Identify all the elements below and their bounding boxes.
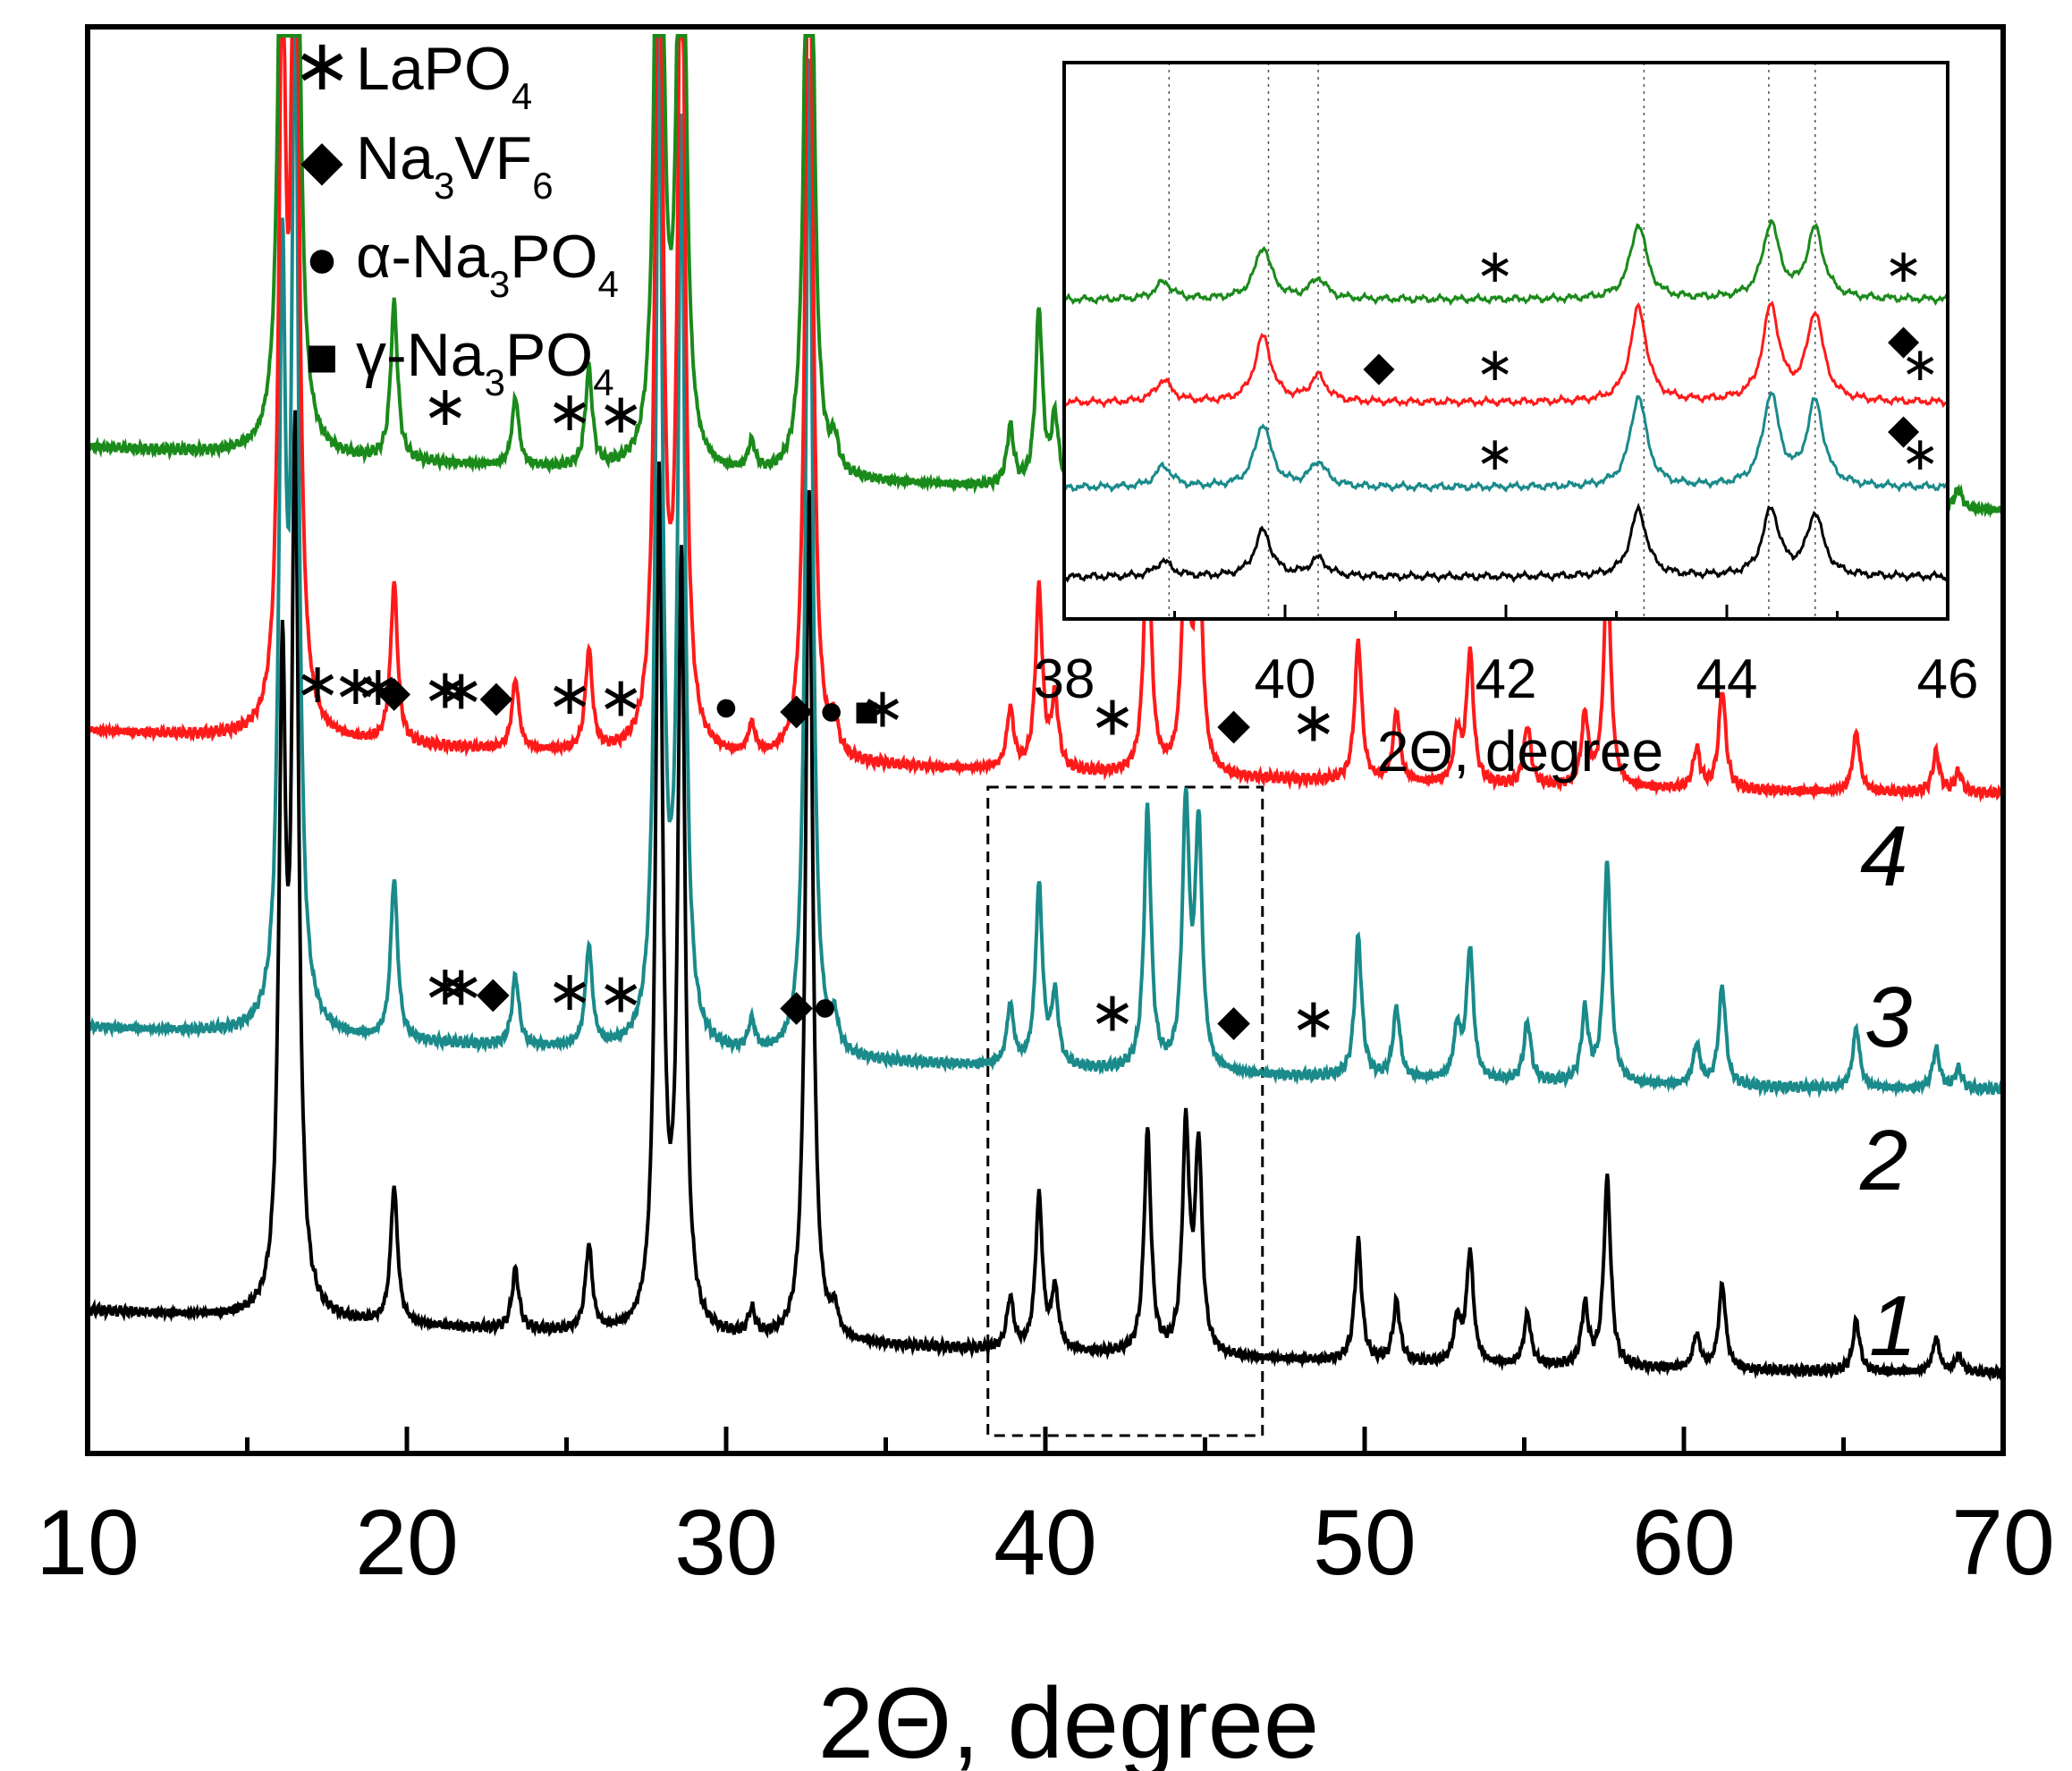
inset-series-4-line bbox=[1062, 218, 1949, 307]
marker-square-17: ■ bbox=[854, 689, 880, 736]
x-tick-label-70: 70 bbox=[1951, 1491, 2055, 1595]
inset-x-axis-title: 2Θ, degree bbox=[1377, 719, 1663, 784]
marker-diamond-27: ◆ bbox=[780, 982, 813, 1030]
x-tick-label-50: 50 bbox=[1313, 1491, 1417, 1595]
marker-circle-14: ● bbox=[714, 682, 740, 730]
legend-item-asterisk: ∗ LaPO4 bbox=[292, 25, 532, 117]
x-tick-label-40: 40 bbox=[994, 1491, 1097, 1595]
marker-asterisk-22: ∗ bbox=[422, 955, 469, 1017]
legend-symbol-circle: ● bbox=[305, 228, 338, 290]
inset-series-2-line bbox=[1063, 390, 1949, 493]
marker-asterisk-9: ∗ bbox=[422, 659, 469, 721]
inset-x-tick-label-44: 44 bbox=[1696, 648, 1758, 710]
series-1-line bbox=[86, 410, 2005, 1382]
inset-marker-diamond-7: ◆ bbox=[1888, 405, 1920, 452]
marker-asterisk-5: ∗ bbox=[294, 653, 341, 715]
legend-symbol-asterisk: ∗ bbox=[292, 25, 351, 105]
legend-label-diamond: Na3VF6 bbox=[356, 124, 554, 207]
inset-series-1-line bbox=[1063, 503, 1949, 584]
inset-marker-asterisk-8: ∗ bbox=[1900, 428, 1940, 480]
marker-asterisk-19: ∗ bbox=[1089, 685, 1136, 747]
inset-series-3-line bbox=[1062, 301, 1949, 409]
legend-symbol-square: ■ bbox=[305, 326, 338, 388]
legend-item-circle: ● α-Na3PO4 bbox=[305, 223, 619, 305]
inset-marker-diamond-4: ◆ bbox=[1888, 316, 1920, 362]
marker-asterisk-25: ∗ bbox=[546, 961, 593, 1022]
marker-asterisk-18: ∗ bbox=[859, 677, 906, 739]
legend: ∗ LaPO4◆ Na3VF6● α-Na3PO4■ γ-Na3PO4 bbox=[292, 25, 618, 403]
x-tick-label-10: 10 bbox=[36, 1491, 140, 1595]
curve-labels: 1 2 3 4 bbox=[1859, 809, 1916, 1374]
marker-asterisk-12: ∗ bbox=[546, 665, 593, 726]
inset-x-ticks: 38 40 42 44 46 bbox=[1034, 605, 1979, 710]
inset-plot: ∗ ∗◆ ∗ ◆∗∗ ◆∗ 38 40 42 44 46 2Θ, degree bbox=[1034, 61, 1979, 784]
inset-x-tick-label-46: 46 bbox=[1917, 648, 1979, 710]
curve-label-4: 4 bbox=[1860, 809, 1907, 904]
marker-asterisk-1: ∗ bbox=[546, 381, 593, 443]
marker-diamond-8: ◆ bbox=[377, 668, 410, 716]
selection-box bbox=[986, 785, 1264, 1437]
marker-asterisk-2: ∗ bbox=[597, 384, 644, 445]
marker-asterisk-13: ∗ bbox=[597, 666, 644, 728]
marker-diamond-15: ◆ bbox=[780, 686, 813, 733]
marker-circle-16: ● bbox=[818, 687, 844, 734]
legend-label-asterisk: LaPO4 bbox=[356, 35, 532, 117]
legend-item-diamond: ◆ Na3VF6 bbox=[300, 124, 553, 207]
main-x-ticks: 10 20 30 40 50 60 70 bbox=[36, 1427, 2055, 1595]
legend-item-square: ■ γ-Na3PO4 bbox=[305, 321, 613, 403]
inset-x-tick-label-42: 42 bbox=[1476, 648, 1537, 710]
legend-label-circle: α-Na3PO4 bbox=[356, 223, 619, 305]
series-2-line bbox=[86, 34, 2005, 1099]
marker-diamond-30: ◆ bbox=[1217, 997, 1250, 1045]
curve-label-1: 1 bbox=[1869, 1278, 1916, 1374]
marker-asterisk-10: ∗ bbox=[438, 660, 485, 722]
marker-circle-28: ● bbox=[812, 983, 838, 1030]
series-3-line bbox=[86, 34, 2005, 803]
inset-x-tick-label-38: 38 bbox=[1034, 648, 1095, 710]
inset-curves bbox=[1062, 218, 1949, 584]
marker-asterisk-0: ∗ bbox=[422, 376, 469, 437]
inset-marker-asterisk-0: ∗ bbox=[1476, 241, 1515, 292]
curve-label-2: 2 bbox=[1859, 1113, 1907, 1208]
curve-label-3: 3 bbox=[1865, 970, 1912, 1065]
marker-asterisk-21: ∗ bbox=[1290, 691, 1337, 753]
marker-diamond-24: ◆ bbox=[477, 969, 510, 1016]
marker-asterisk-6: ∗ bbox=[333, 655, 379, 716]
marker-asterisk-31: ∗ bbox=[1290, 988, 1337, 1050]
marker-diamond-11: ◆ bbox=[479, 673, 512, 720]
inset-marker-asterisk-1: ∗ bbox=[1884, 241, 1924, 292]
legend-symbol-diamond: ◆ bbox=[300, 130, 343, 191]
marker-diamond-20: ◆ bbox=[1217, 701, 1250, 749]
inset-x-tick-label-40: 40 bbox=[1255, 648, 1316, 710]
inset-marker-diamond-2: ◆ bbox=[1363, 343, 1395, 389]
marker-asterisk-29: ∗ bbox=[1089, 982, 1136, 1044]
inset-marker-asterisk-6: ∗ bbox=[1476, 428, 1515, 480]
inset-background bbox=[1064, 63, 1948, 619]
marker-asterisk-7: ∗ bbox=[355, 656, 402, 717]
x-axis-title: 2Θ, degree bbox=[818, 1667, 1319, 1771]
inset-marker-asterisk-5: ∗ bbox=[1900, 339, 1940, 391]
marker-asterisk-23: ∗ bbox=[438, 956, 485, 1018]
marker-asterisk-26: ∗ bbox=[597, 963, 644, 1025]
inset-markers: ∗ ∗◆ ∗ ◆∗∗ ◆∗ bbox=[1363, 241, 1940, 480]
x-tick-label-30: 30 bbox=[674, 1491, 778, 1595]
legend-label-square: γ-Na3PO4 bbox=[356, 321, 614, 403]
inset-marker-asterisk-3: ∗ bbox=[1476, 339, 1515, 391]
x-tick-label-20: 20 bbox=[355, 1491, 459, 1595]
x-tick-label-60: 60 bbox=[1632, 1491, 1736, 1595]
